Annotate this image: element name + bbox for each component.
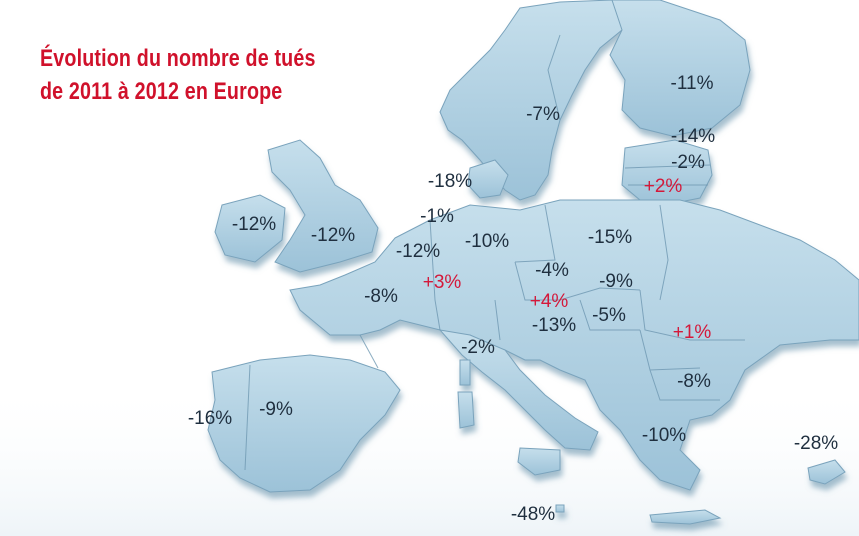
label-czech-republic: -4% [535,260,569,281]
label-germany: -10% [464,231,510,252]
label-france: -8% [364,286,398,307]
label-united-kingdom: -12% [310,225,356,246]
label-sweden: -7% [526,104,560,125]
label-latvia: -2% [671,152,705,173]
map-title-line-2: de 2011 à 2012 en Europe [40,78,283,105]
sardinia-shape [457,391,475,429]
label-lithuania: +2% [643,176,683,197]
label-hungary: -5% [592,305,626,326]
label-netherlands: -1% [420,206,454,227]
italy-shape [438,329,599,451]
label-cyprus: -28% [793,433,839,454]
label-slovenia: -13% [531,315,577,336]
label-finland: -11% [670,73,714,94]
floor-shadow [0,380,859,536]
baltics-shape [621,139,713,206]
denmark-shape [467,159,509,199]
label-ireland: -12% [231,214,277,235]
ireland-shape [214,194,286,263]
label-spain: -9% [259,399,293,420]
label-luxembourg: +3% [422,272,462,293]
label-romania: +1% [672,322,712,343]
crete-shape [649,509,722,525]
label-belgium: -12% [395,241,441,262]
corsica-shape [459,359,471,386]
country-borders [244,34,745,471]
label-slovakia: -9% [599,271,633,292]
iberia-shape [207,354,401,493]
label-bulgaria: -8% [677,371,711,392]
finland-shape [609,0,751,137]
sicily-shape [517,447,561,476]
continent-shape [289,199,859,491]
label-austria: +4% [529,291,569,312]
map-title-line-1: Évolution du nombre de tués [40,45,316,72]
label-malta: -48% [510,504,556,525]
cyprus-shape [807,459,846,485]
label-portugal: -16% [187,408,233,429]
label-italy: -2% [461,337,495,358]
malta-shape [555,504,565,513]
great-britain-shape [267,139,379,273]
label-greece: -10% [641,425,687,446]
label-poland: -15% [587,227,633,248]
map-title: Évolution du nombre de tués de 2011 à 20… [40,42,316,108]
label-estonia: -14% [670,126,716,147]
label-denmark: -18% [427,171,473,192]
